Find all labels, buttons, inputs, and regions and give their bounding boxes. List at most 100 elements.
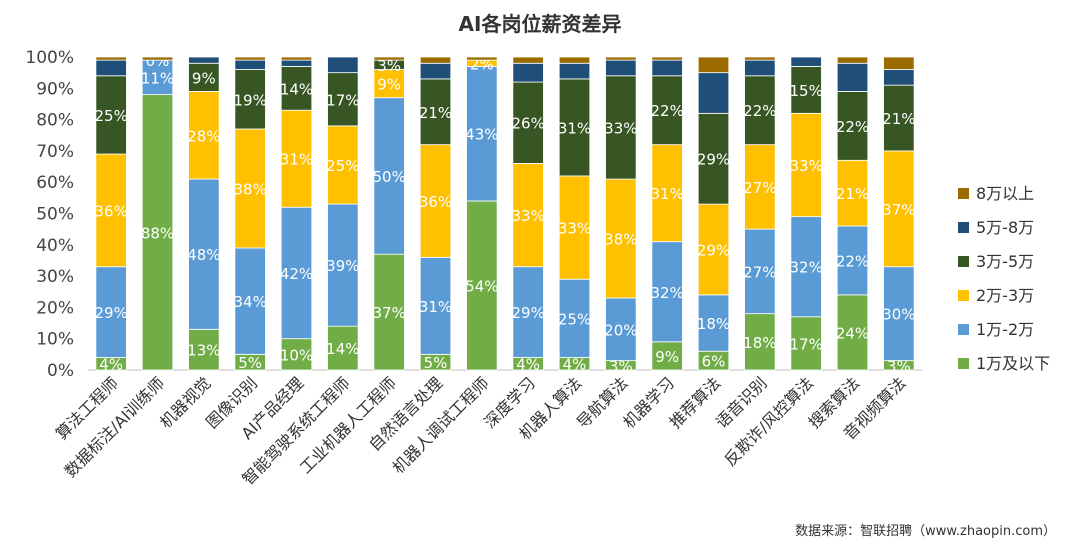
data-label: 48%: [187, 246, 220, 264]
bar-segment: [512, 81, 544, 164]
bar-segment: [280, 109, 313, 208]
bar-segment: [234, 56, 266, 61]
data-label: 42%: [280, 265, 313, 283]
y-tick-label: 100%: [25, 48, 74, 68]
data-label: 88%: [141, 224, 174, 242]
bar-segment: [234, 69, 266, 130]
bar-segment: [883, 150, 915, 268]
data-label: 39%: [326, 257, 359, 275]
data-label: 22%: [836, 118, 869, 136]
data-label: 33%: [604, 119, 637, 137]
y-tick-label: 0%: [47, 361, 74, 381]
data-label: 5%: [424, 354, 448, 372]
bar-segment: [697, 72, 730, 114]
bar-segment: [419, 62, 452, 80]
data-label: 30%: [882, 306, 915, 324]
bar-segment: [651, 59, 683, 77]
bar-segment: [141, 56, 174, 61]
bar-segment: [836, 62, 869, 92]
bar-segment: [883, 266, 915, 362]
bar-segment: [744, 144, 776, 230]
chart-title: AI各岗位薪资差异: [458, 12, 622, 36]
bar-segment: [95, 59, 127, 77]
bar-segment: [141, 59, 174, 95]
data-label: 21%: [836, 185, 869, 203]
data-label: 31%: [558, 119, 591, 137]
bar-segment: [697, 56, 730, 74]
bar-segment: [280, 59, 313, 67]
y-tick-label: 50%: [36, 205, 74, 225]
data-label: 36%: [94, 202, 127, 220]
bar-segment: [234, 247, 266, 355]
y-tick-label: 20%: [36, 298, 74, 318]
data-label: 38%: [233, 180, 266, 198]
data-label: 32%: [789, 259, 822, 277]
bar-segment: [883, 84, 915, 152]
data-label: 18%: [743, 334, 776, 352]
data-label: 11%: [141, 69, 174, 87]
data-label: 28%: [187, 127, 220, 145]
bar-segment: [512, 266, 544, 358]
bar-segment: [95, 75, 127, 155]
bar-segment: [327, 125, 359, 205]
data-label: 22%: [650, 102, 683, 120]
bar-segment: [558, 278, 591, 358]
bar-segment: [605, 59, 637, 77]
data-label: 14%: [280, 80, 313, 98]
bar-segment: [883, 69, 915, 86]
data-label: 31%: [280, 151, 313, 169]
bar-segment: [234, 59, 266, 70]
bar-segment: [651, 56, 683, 61]
bar-segment: [512, 163, 544, 268]
data-label: 4%: [99, 356, 123, 374]
data-label: 54%: [465, 277, 498, 295]
legend-swatch: [958, 358, 969, 369]
bar-segment: [558, 56, 591, 64]
data-label: 19%: [233, 91, 266, 109]
data-label: 37%: [882, 201, 915, 219]
data-label: 9%: [377, 76, 401, 94]
bar-segment: [697, 203, 730, 296]
legend-label: 1万及以下: [976, 354, 1050, 373]
bar-segment: [651, 341, 683, 371]
bar-segment: [790, 216, 822, 318]
data-label: 37%: [372, 304, 405, 322]
bar-segment: [466, 56, 498, 61]
bar-segment: [280, 56, 313, 61]
data-label: 4%: [516, 356, 540, 374]
data-label: 33%: [789, 157, 822, 175]
bar-segment: [280, 338, 313, 371]
data-label: 6%: [702, 353, 726, 371]
y-tick-label: 60%: [36, 173, 74, 193]
data-label: 0%: [146, 52, 170, 70]
bar-segment: [836, 159, 869, 227]
bar-segment: [744, 75, 776, 146]
data-label: 17%: [326, 91, 359, 109]
bar-segment: [188, 178, 220, 330]
bar-segment: [373, 97, 405, 255]
data-label: 22%: [836, 252, 869, 270]
y-tick-label: 90%: [36, 79, 74, 99]
data-label: 3%: [377, 57, 401, 75]
legend-label: 3万-5万: [976, 252, 1034, 271]
data-label: 25%: [94, 107, 127, 125]
bar-segment: [280, 206, 313, 340]
data-label: 50%: [372, 168, 405, 186]
data-label: 17%: [789, 335, 822, 353]
bar-segment: [95, 266, 127, 358]
bar-segment: [697, 112, 730, 205]
bar-segment: [373, 56, 405, 61]
data-label: 5%: [238, 354, 262, 372]
bar-segment: [836, 56, 869, 64]
data-label: 38%: [604, 231, 637, 249]
bar-segment: [234, 128, 266, 249]
bar-segment: [697, 294, 730, 352]
bar-segment: [188, 56, 220, 64]
bar-segment: [605, 56, 637, 61]
bar-segment: [651, 144, 683, 243]
bar-segment: [141, 94, 174, 371]
data-label: 14%: [326, 340, 359, 358]
bar-segment: [327, 203, 359, 327]
data-label: 18%: [697, 315, 730, 333]
